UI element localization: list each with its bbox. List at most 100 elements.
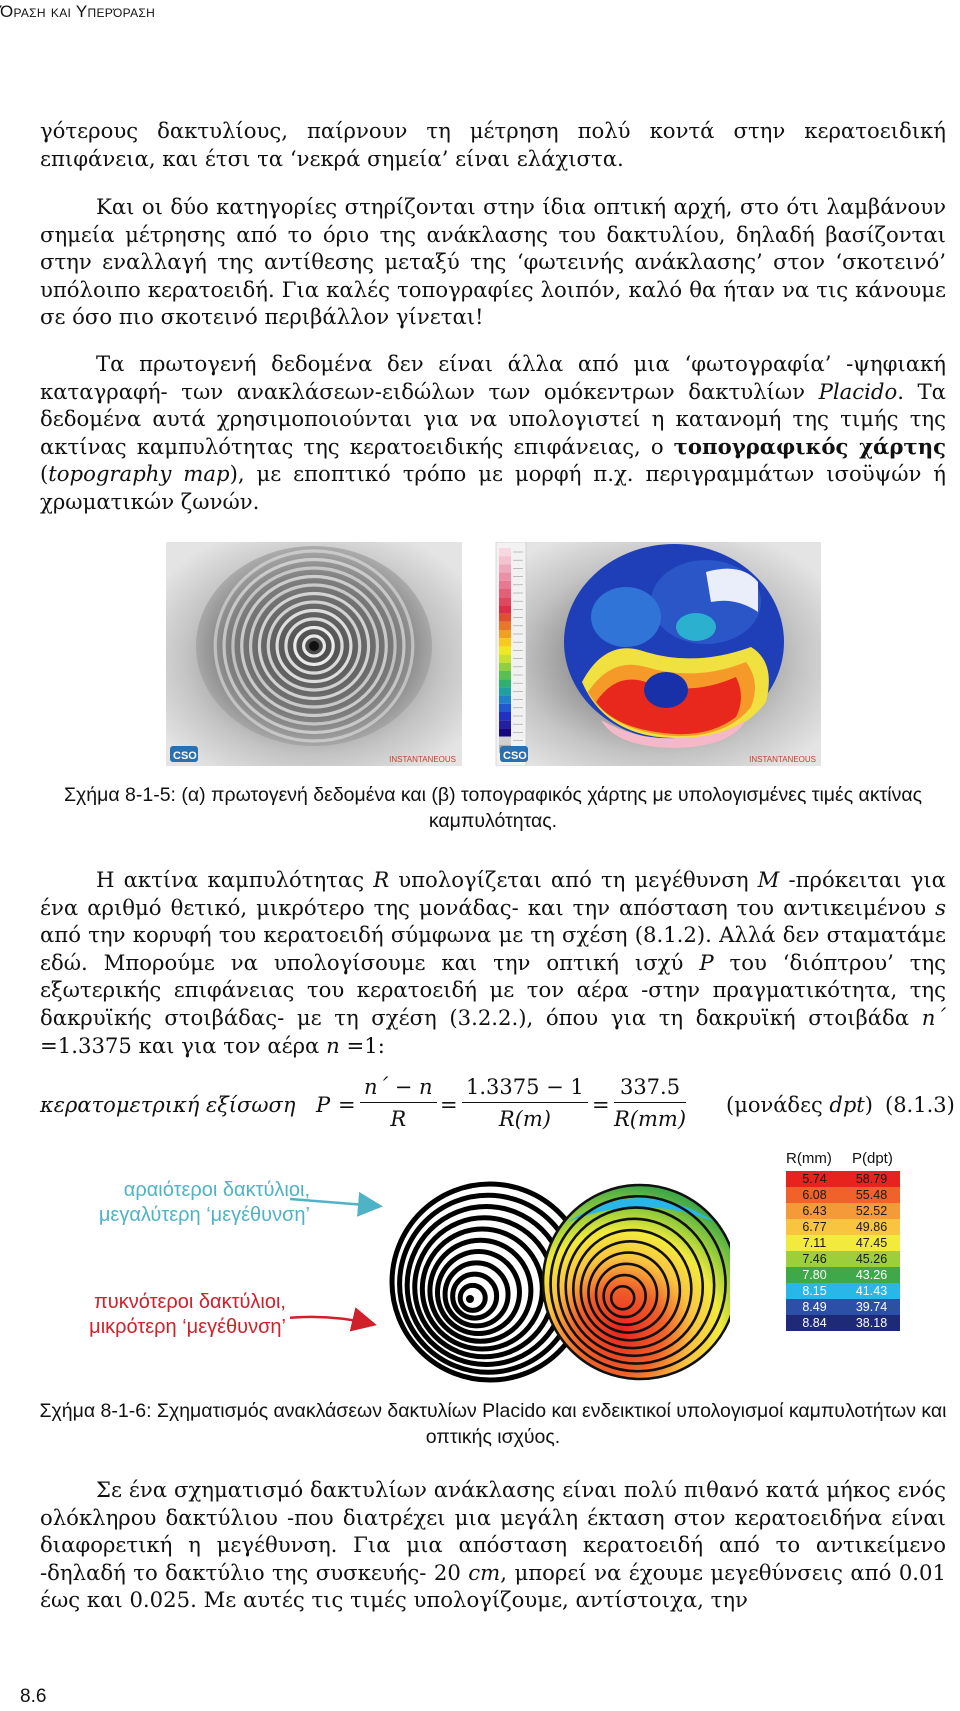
color-ring: [579, 1240, 682, 1342]
scale-swatch: [499, 630, 511, 639]
scale-swatch: [499, 621, 511, 630]
scale-swatch: [499, 556, 511, 565]
p4-n1: n΄: [921, 1004, 946, 1030]
logo-cso-left: CSO: [173, 750, 197, 762]
annotation-dense-line-2: μικρότερη ‘μεγέθυνση’: [89, 1316, 286, 1338]
scale-swatch: [499, 703, 511, 712]
scale-swatch: [499, 572, 511, 581]
stamp-right: INSTANTANEOUS: [749, 755, 816, 764]
figure-8-1-5-caption: Σχήμα 8-1-5: (α) πρωτογενή δεδομένα και …: [63, 784, 923, 832]
p3-part-c: . Τα δεδομένα αυτά χρησιμοποιούνται για …: [40, 378, 946, 459]
p4-a: Η ακτίνα καμπυλότητας: [96, 867, 374, 892]
color-ring: [594, 1262, 659, 1327]
placido-ring: [248, 583, 380, 709]
header-P: P(dpt): [852, 1150, 893, 1167]
bw-ring: [457, 1282, 488, 1313]
arrow-red: [290, 1307, 377, 1332]
scale-swatch: [499, 679, 511, 688]
table-row: 8.84 38.18: [786, 1315, 900, 1331]
table-row: 8.49 39.74: [786, 1299, 900, 1315]
paragraph-3: Τα πρωτογενή δεδομένα δεν είναι άλλα από…: [40, 350, 946, 516]
annotation-dense-rings: πυκνότεροι δακτύλιοι, μικρότερη ‘μεγέθυν…: [40, 1290, 286, 1340]
color-ring: [587, 1251, 670, 1334]
p4-n2: n: [326, 1032, 340, 1058]
annotation-dense-line-1: πυκνότεροι δακτύλιοι,: [94, 1291, 286, 1313]
radius-cell: 7.80: [786, 1267, 843, 1283]
figure-8-1-5: CSO INSTANTANEOUS CSO INSTANTANEOUS: [166, 542, 821, 766]
p5-a: Σε ένα σχηματισμό δακτυλίων ανάκλασης εί…: [40, 1477, 946, 1585]
table-row: 7.46 45.26: [786, 1251, 900, 1267]
fraction-3: 337.5 R(mm): [614, 1075, 687, 1131]
p4-d: από την κορυφή του κερατοειδή σύμφωνα με…: [40, 922, 946, 975]
radius-cell: 8.15: [786, 1283, 843, 1299]
page-number: 8.6: [20, 1686, 47, 1707]
p3-part-e: (: [40, 461, 49, 487]
equals-2: =: [440, 1093, 458, 1117]
pupil-center: [309, 641, 319, 651]
scale-swatch: [499, 671, 511, 680]
equation-label: κερατομετρική εξίσωση: [40, 1093, 296, 1117]
fraction-3-den: R(mm): [614, 1107, 687, 1131]
table-row: 5.74 58.79: [786, 1171, 900, 1187]
paragraph-1-text: γότερους δακτυλίους, παίρνουν τη μέτρηση…: [40, 118, 946, 171]
power-cell: 45.26: [843, 1251, 900, 1267]
radius-power-table-header: R(mm) P(dpt): [786, 1150, 926, 1167]
power-cell: 47.45: [843, 1235, 900, 1251]
power-cell: 41.43: [843, 1283, 900, 1299]
power-cell: 55.48: [843, 1187, 900, 1203]
bw-ring: [442, 1260, 511, 1329]
paragraph-1: γότερους δακτυλίους, παίρνουν τη μέτρηση…: [40, 117, 946, 172]
logo-cso-right: CSO: [503, 750, 527, 762]
table-row: 6.77 49.86: [786, 1219, 900, 1235]
p4-e: του ‘διόπτρου’ της εξωτερικής επιφάνειας…: [40, 949, 947, 1030]
power-cell: 52.52: [843, 1203, 900, 1219]
radius-cell: 7.46: [786, 1251, 843, 1267]
p4-g: =1:: [339, 1032, 385, 1058]
arrow-blue: [290, 1191, 383, 1217]
placido-ring: [275, 608, 353, 684]
paragraph-2-text: Και οι δύο κατηγορίες στηρίζονται στην ί…: [40, 194, 946, 330]
header-R: R(mm): [786, 1150, 832, 1167]
annotation-sparse-line-1: αραιότεροι δακτύλιοι,: [123, 1179, 310, 1201]
p3-part-g: ), με εποπτικό τρόπο με μορφή π.χ. περιγ…: [40, 461, 946, 514]
color-ring: [549, 1194, 727, 1373]
table-row: 7.80 43.26: [786, 1267, 900, 1283]
scale-swatch: [499, 613, 511, 622]
annotation-sparse-rings: αραιότεροι δακτύλιοι, μεγαλύτερη ‘μεγέθυ…: [60, 1178, 310, 1228]
equation-number: (8.1.3): [885, 1093, 955, 1117]
bw-ring: [434, 1249, 522, 1337]
radius-cell: 6.08: [786, 1187, 843, 1203]
placido-ring: [302, 634, 327, 658]
p4-s: s: [935, 894, 946, 920]
placido-ring: [293, 625, 335, 667]
scale-swatch: [499, 687, 511, 696]
placido-ring: [231, 566, 397, 726]
power-cell: 43.26: [843, 1267, 900, 1283]
figure-8-1-6: [290, 1181, 730, 1383]
p4-R: R: [373, 867, 390, 892]
p5-cm: cm: [468, 1559, 501, 1585]
fraction-2: 1.3375 − 1 R(m): [462, 1075, 588, 1131]
units-close: ): [864, 1093, 873, 1117]
bw-ring-center: [466, 1295, 474, 1303]
scale-swatch: [499, 712, 511, 721]
fraction-1-den: R: [390, 1107, 407, 1131]
bw-ring: [450, 1271, 500, 1321]
radius-power-table: 5.74 58.79 6.08 55.48 6.43 52.52 6.77 49.86 7.11…: [786, 1171, 900, 1331]
scale-swatch: [499, 728, 511, 737]
table-row: 7.11 47.45: [786, 1235, 900, 1251]
p3-term-topography: τοπογραφικός χάρτης: [673, 433, 947, 459]
table-row: 6.43 52.52: [786, 1203, 900, 1219]
color-ring: [564, 1217, 705, 1358]
figure-8-1-6-caption: Σχήμα 8-1-6: Σχηματισμός ανακλάσεων δακτ…: [39, 1400, 947, 1448]
placido-ring: [284, 617, 344, 675]
placido-ring: [222, 557, 406, 735]
scale-swatch: [499, 597, 511, 606]
radius-cell: 5.74: [786, 1171, 843, 1187]
annotation-sparse-line-2: μεγαλύτερη ‘μεγέθυνση’: [98, 1204, 310, 1226]
fraction-3-num: 337.5: [614, 1075, 687, 1103]
scale-swatch: [499, 736, 511, 745]
color-ring: [572, 1228, 693, 1350]
table-row: 6.08 55.48: [786, 1187, 900, 1203]
raw-placido-photo: CSO INSTANTANEOUS: [166, 542, 462, 766]
